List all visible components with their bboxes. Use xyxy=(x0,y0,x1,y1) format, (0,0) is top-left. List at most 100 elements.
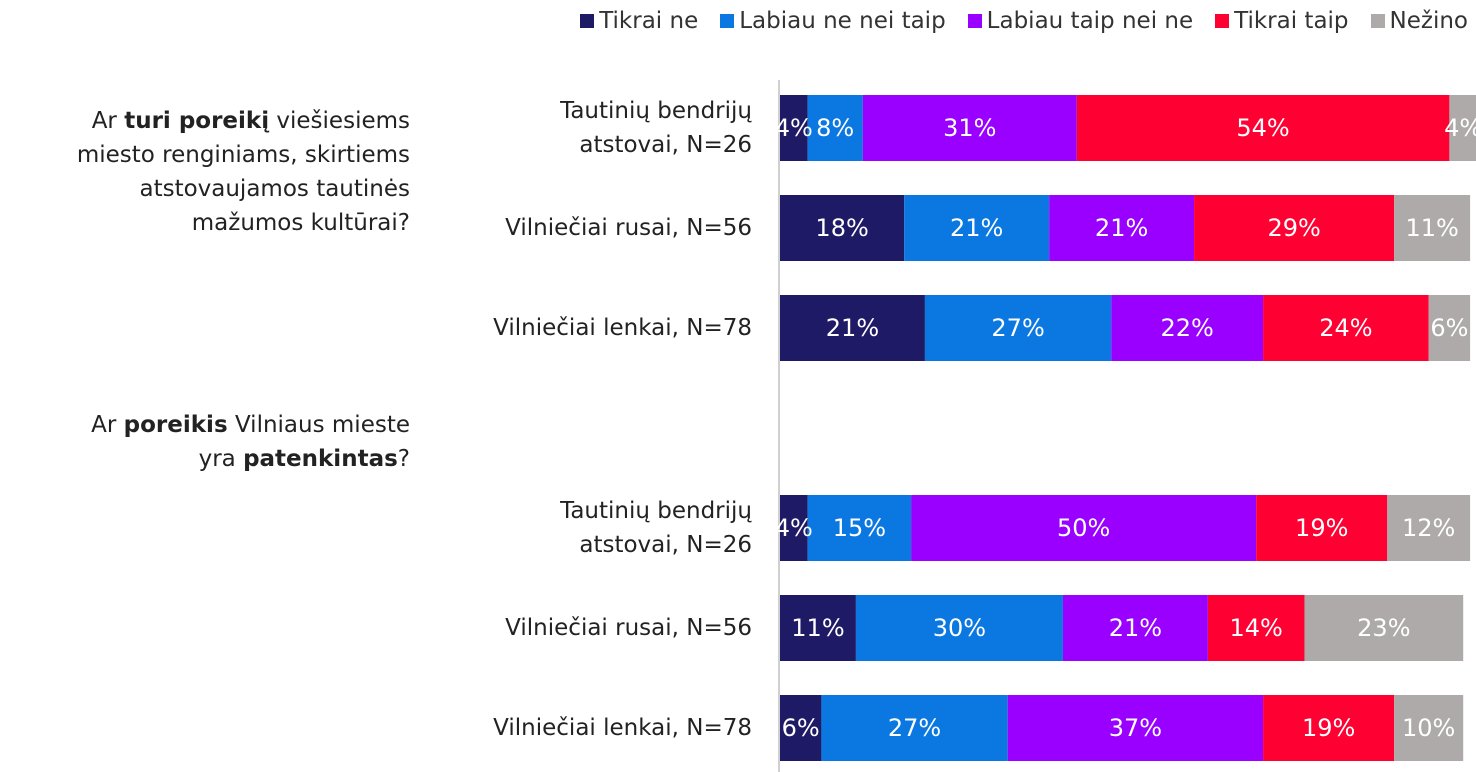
bar-segment xyxy=(924,295,1112,361)
question-text: mažumos kultūrai? xyxy=(191,210,410,236)
question-text: yra xyxy=(198,446,244,472)
question: Ar poreikis Vilniaus mieste yra patenkint… xyxy=(91,408,410,476)
value-label: 23% xyxy=(1357,614,1411,642)
legend-item: Tikrai taip xyxy=(1215,8,1349,34)
bar-segment xyxy=(780,495,808,561)
bar-segment xyxy=(1111,295,1264,361)
question-line: mažumos kultūrai? xyxy=(77,206,410,240)
bar-segment xyxy=(1304,595,1464,661)
question-text: viešiesiems xyxy=(269,108,410,134)
bar-segment xyxy=(1062,595,1208,661)
legend-item: Tikrai ne xyxy=(580,8,698,34)
bar-segment xyxy=(855,595,1063,661)
bar-segment xyxy=(780,195,905,261)
value-label: 24% xyxy=(1319,314,1373,342)
value-label: 27% xyxy=(887,714,942,742)
value-label: 54% xyxy=(1236,114,1290,142)
value-label: 11% xyxy=(1405,214,1459,242)
question-text: Ar xyxy=(91,108,125,134)
bar-segment xyxy=(1449,95,1476,161)
question-line: yra patenkintas? xyxy=(91,442,410,476)
bar-segment xyxy=(1428,295,1471,361)
value-label: 11% xyxy=(791,614,845,642)
value-label: 27% xyxy=(991,314,1045,342)
value-label: 22% xyxy=(1160,314,1214,342)
value-label: 30% xyxy=(932,614,987,642)
legend: Tikrai ne Labiau ne nei taip Labiau taip n… xyxy=(580,8,1468,34)
category-label: Vilniečiai rusai, N=56 xyxy=(505,615,752,641)
value-label: 4% xyxy=(774,114,813,142)
category-label: Vilniečiai lenkai, N=78 xyxy=(493,715,752,741)
bar-segment xyxy=(780,295,925,361)
value-label: 15% xyxy=(832,514,887,542)
question-line: miesto renginiams, skirtiems xyxy=(77,138,410,172)
bar-segment xyxy=(911,495,1257,561)
legend-swatch xyxy=(1370,14,1385,28)
bar-segment xyxy=(1049,195,1195,261)
bar-segment xyxy=(1207,595,1305,661)
value-label: 6% xyxy=(1430,314,1469,342)
bar-segment xyxy=(1394,695,1464,761)
value-label: 21% xyxy=(950,214,1004,242)
bar-segment xyxy=(780,595,856,661)
value-label: 4% xyxy=(774,514,813,542)
question-text: atstovaujamos tautinės xyxy=(139,176,410,202)
bar-segment xyxy=(904,195,1050,261)
question-text: ? xyxy=(397,446,410,472)
value-label: 31% xyxy=(943,114,997,142)
value-label: 37% xyxy=(1108,714,1163,742)
bar-segment xyxy=(780,695,822,761)
category-label: Tautinių bendrijų atstovai, N=26 xyxy=(560,98,752,158)
question-text: miesto renginiams, skirtiems xyxy=(76,142,410,168)
legend-label: Tikrai taip xyxy=(1234,8,1349,34)
question-text: Vilniaus mieste xyxy=(227,412,410,438)
question-line: Ar turi poreikį viešiesiems xyxy=(77,104,410,138)
bar-segment xyxy=(1263,695,1395,761)
value-label: 4% xyxy=(1444,114,1476,142)
bar-segment xyxy=(1076,95,1450,161)
value-label: 18% xyxy=(815,214,869,242)
value-label: 6% xyxy=(781,714,820,742)
legend-label: Labiau taip nei ne xyxy=(986,8,1194,34)
value-label: 50% xyxy=(1056,514,1111,542)
legend-item: Labiau ne nei taip xyxy=(720,8,946,34)
value-label: 8% xyxy=(816,114,855,142)
category-label: Tautinių bendrijų atstovai, N=26 xyxy=(560,498,752,558)
bar-segment xyxy=(1256,495,1388,561)
category-label: Vilniečiai rusai, N=56 xyxy=(505,215,752,241)
value-label: 19% xyxy=(1295,514,1349,542)
legend-label: Tikrai ne xyxy=(599,8,699,34)
question-line: Ar poreikis Vilniaus mieste xyxy=(91,408,410,442)
value-label: 12% xyxy=(1402,514,1456,542)
bar-segment xyxy=(1007,695,1264,761)
value-label: 21% xyxy=(825,314,880,342)
value-label: 21% xyxy=(1094,214,1149,242)
bar-segment xyxy=(780,95,808,161)
question: Ar turi poreikį viešiesiems miesto rengin… xyxy=(77,104,410,240)
value-label: 14% xyxy=(1229,614,1283,642)
bar-segment xyxy=(1194,195,1395,261)
bar-segment xyxy=(821,695,1008,761)
value-label: 19% xyxy=(1301,714,1356,742)
legend-label: Nežino xyxy=(1389,8,1468,34)
legend-swatch xyxy=(720,14,735,28)
question-text: poreikis xyxy=(123,412,228,438)
question-text: Ar xyxy=(91,412,124,438)
question-line: atstovaujamos tautinės xyxy=(77,172,410,206)
question-text: turi poreikį xyxy=(124,108,270,134)
bar-segment xyxy=(1394,195,1471,261)
bar-segment xyxy=(807,495,912,561)
bar-segment xyxy=(862,95,1077,161)
value-label: 10% xyxy=(1402,714,1456,742)
category-label: Vilniečiai lenkai, N=78 xyxy=(493,315,752,341)
value-label: 21% xyxy=(1108,614,1163,642)
bar-segment xyxy=(1263,295,1429,361)
legend-item: Nežino xyxy=(1370,8,1468,34)
legend-swatch xyxy=(967,14,982,28)
bar-segment xyxy=(807,95,863,161)
value-label: 29% xyxy=(1267,214,1321,242)
legend-swatch xyxy=(1215,14,1230,28)
bar-segment xyxy=(1387,495,1471,561)
